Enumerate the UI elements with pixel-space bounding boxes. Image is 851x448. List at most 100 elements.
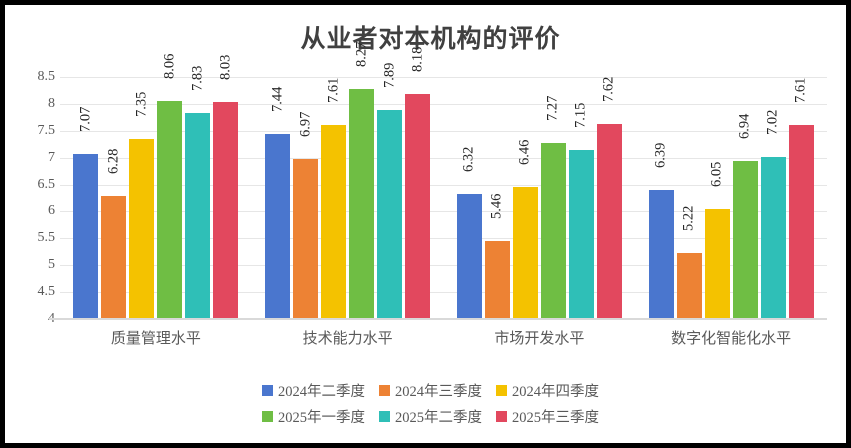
legend-swatch-icon xyxy=(262,410,273,422)
bar[interactable] xyxy=(101,196,127,319)
bar-slot: 6.46 xyxy=(512,77,538,319)
bar[interactable] xyxy=(321,124,347,319)
bar-slot: 7.02 xyxy=(760,77,786,319)
legend-swatch-icon xyxy=(496,384,507,396)
bar-value-label: 7.44 xyxy=(269,86,286,113)
y-axis: 8.587.576.565.554.54 xyxy=(5,69,56,326)
y-axis-tick-label: 4.5 xyxy=(37,284,56,300)
bar-slot: 7.61 xyxy=(321,77,347,319)
x-axis-category-label: 质量管理水平 xyxy=(110,331,201,347)
bar-slot: 8.06 xyxy=(157,53,183,319)
bar-group: 7.44 6.97 7.61 8.27 7.89 8.18 xyxy=(252,42,444,319)
y-axis-tick-label: 8.5 xyxy=(37,69,56,84)
bar-value-label: 7.62 xyxy=(600,76,617,103)
bar-value-label: 8.18 xyxy=(409,46,426,73)
legend-label: 2025年二季度 xyxy=(395,409,482,426)
legend-item[interactable]: 2024年四季度 xyxy=(496,380,599,401)
bar-value-label: 5.46 xyxy=(488,193,505,219)
bar-value-label: 7.61 xyxy=(325,77,342,103)
bar-slot: 7.15 xyxy=(568,77,594,319)
bar[interactable] xyxy=(760,156,786,319)
bar-slot: 8.27 xyxy=(349,42,375,319)
bar[interactable] xyxy=(157,100,183,319)
bar[interactable] xyxy=(704,208,730,319)
bar-value-label: 7.27 xyxy=(544,95,561,122)
legend-swatch-icon xyxy=(496,410,507,422)
bar-value-label: 6.94 xyxy=(736,113,753,139)
legend-label: 2024年二季度 xyxy=(278,383,365,400)
bar[interactable] xyxy=(213,102,239,319)
bar[interactable] xyxy=(512,186,538,319)
bar-value-label: 6.46 xyxy=(516,139,533,165)
bar-slot: 5.22 xyxy=(676,77,702,319)
x-axis-category-label: 技术能力水平 xyxy=(302,331,393,347)
legend-label: 2025年一季度 xyxy=(278,409,365,426)
chart-legend: 2024年二季度 2024年三季度 2024年四季度 2025年一季度 2025年二季… xyxy=(5,377,846,429)
gridline xyxy=(60,292,827,294)
legend-item[interactable]: 2025年二季度 xyxy=(379,406,482,427)
x-axis-category-label: 市场开发水平 xyxy=(494,331,585,347)
bar-slot: 7.62 xyxy=(596,76,622,319)
bar[interactable] xyxy=(265,134,291,319)
bar[interactable] xyxy=(648,190,674,319)
bar[interactable] xyxy=(788,124,814,319)
legend-row-bottom: 2025年一季度 2025年二季度 2025年三季度 xyxy=(5,403,846,429)
bar-value-label: 6.05 xyxy=(708,161,725,187)
gridline xyxy=(60,157,827,159)
bar[interactable] xyxy=(484,240,510,319)
legend-label: 2024年三季度 xyxy=(395,383,482,400)
bar-slot: 7.27 xyxy=(540,77,566,319)
bar[interactable] xyxy=(596,124,622,319)
x-axis-category-labels: 质量管理水平 技术能力水平 市场开发水平 数字化智能化水平 xyxy=(60,327,827,353)
x-axis-line xyxy=(49,318,827,320)
legend-label: 2025年三季度 xyxy=(512,409,599,426)
y-axis-tick-label: 6.5 xyxy=(37,176,56,192)
bar[interactable] xyxy=(676,253,702,319)
legend-swatch-icon xyxy=(262,384,273,396)
bar[interactable] xyxy=(456,194,482,319)
y-axis-tick-label: 5 xyxy=(48,257,55,273)
bar-slot: 8.18 xyxy=(405,47,431,319)
bar[interactable] xyxy=(732,160,758,319)
y-axis-tick-label: 8 xyxy=(48,95,55,111)
bar[interactable] xyxy=(185,113,211,319)
bar-slot: 6.05 xyxy=(704,77,730,319)
bar[interactable] xyxy=(540,143,566,319)
bar[interactable] xyxy=(129,138,155,319)
bar-slot: 5.46 xyxy=(484,77,510,319)
legend-item[interactable]: 2025年三季度 xyxy=(496,406,599,427)
x-axis-category-label: 数字化智能化水平 xyxy=(671,331,792,347)
bar-slot: 7.83 xyxy=(185,66,211,319)
bar[interactable] xyxy=(568,149,594,319)
bar-value-label: 7.61 xyxy=(792,77,809,103)
bar[interactable] xyxy=(377,109,403,319)
bar-slot: 7.61 xyxy=(788,77,814,319)
y-axis-tick-label: 5.5 xyxy=(37,230,56,246)
bar-value-label: 8.03 xyxy=(217,54,234,81)
bar-value-label: 7.07 xyxy=(77,106,94,132)
legend-swatch-icon xyxy=(379,384,390,396)
bar-group: 6.32 5.46 6.46 7.27 7.15 7.62 xyxy=(444,77,636,319)
gridline xyxy=(60,77,827,78)
bar-slot: 6.39 xyxy=(648,77,674,319)
bar-value-label: 8.06 xyxy=(161,53,178,79)
bar[interactable] xyxy=(405,94,431,319)
bar[interactable] xyxy=(73,153,99,319)
bar-value-label: 7.89 xyxy=(381,62,398,88)
bar-slot: 7.89 xyxy=(377,62,403,319)
bar-value-label: 7.35 xyxy=(133,91,150,117)
bar-group: 7.07 6.28 7.35 8.06 7.83 8.03 xyxy=(60,53,252,319)
bar-slot: 6.94 xyxy=(732,77,758,319)
bar-value-label: 6.97 xyxy=(297,111,314,138)
legend-item[interactable]: 2024年二季度 xyxy=(262,380,365,401)
bar[interactable] xyxy=(349,89,375,319)
bar-slot: 6.28 xyxy=(101,77,127,319)
legend-item[interactable]: 2025年一季度 xyxy=(262,406,365,427)
gridline xyxy=(60,265,827,267)
gridline xyxy=(60,211,827,213)
legend-item[interactable]: 2024年三季度 xyxy=(379,380,482,401)
bar-slot: 6.97 xyxy=(293,77,319,319)
y-axis-tick-label: 7 xyxy=(48,149,55,165)
bar-value-label: 7.15 xyxy=(572,102,589,128)
bar[interactable] xyxy=(293,159,319,319)
